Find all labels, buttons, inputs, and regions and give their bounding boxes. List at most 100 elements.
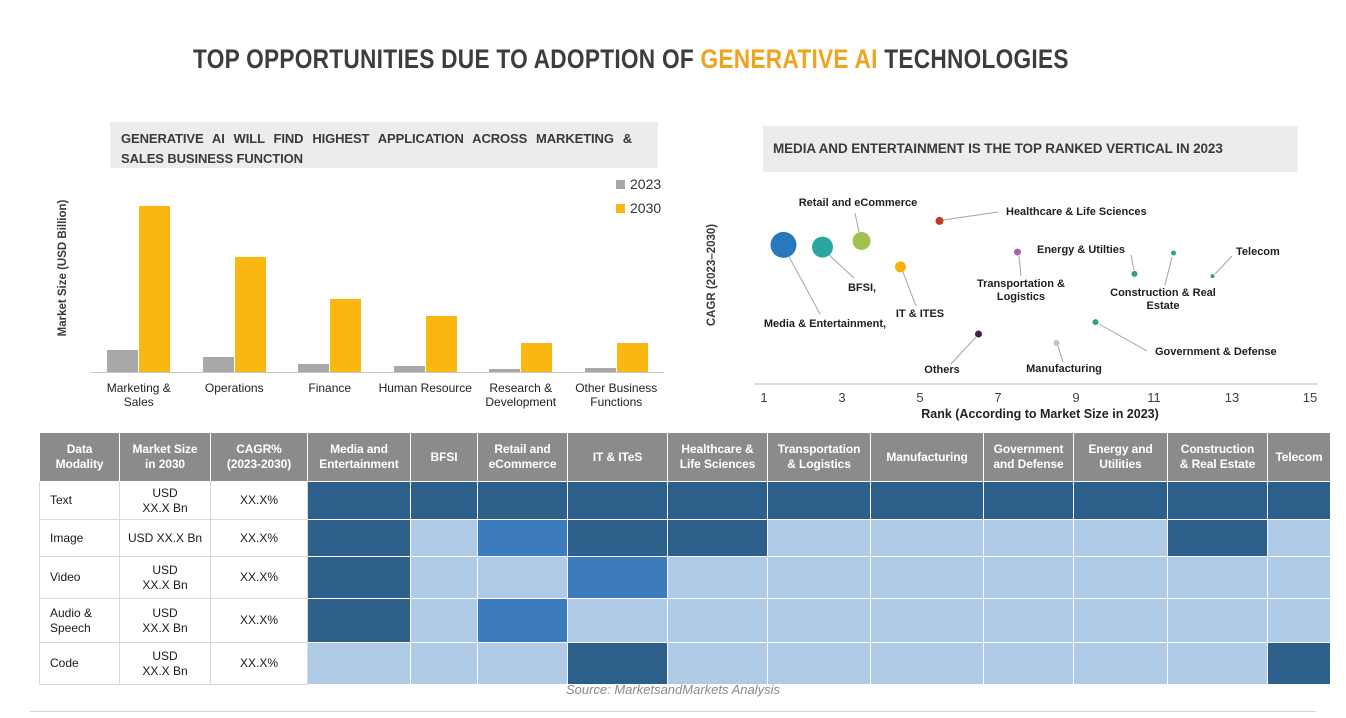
heatmap-cell: [1167, 519, 1268, 557]
source-text: Source: MarketsandMarkets Analysis: [565, 682, 781, 697]
legend-label-2023: 2023: [630, 176, 662, 192]
heatmap-cell: [1073, 556, 1168, 599]
bubble-label: Transportation & Logistics: [977, 278, 1065, 303]
leader-line: [854, 212, 860, 233]
page-title: TOP OPPORTUNITIES DUE TO ADOPTION OF GEN…: [193, 44, 1069, 75]
cagr-cell: XX.X%: [210, 598, 308, 643]
bar-y-axis-label: Market Size (USD Billion): [57, 199, 69, 337]
heatmap-cell: [1073, 519, 1168, 557]
bar-2023: [584, 367, 616, 372]
heatmap-cell: [567, 556, 668, 599]
heatmap-cell: [410, 598, 478, 643]
heatmap-cell: [307, 519, 411, 557]
heatmap-cell: [667, 519, 768, 557]
bar-category-label: Other Business Functions: [575, 381, 658, 410]
legend-swatch-2030: [616, 203, 625, 213]
bubble-manufacturing: [1053, 340, 1060, 347]
heatmap-cell: [477, 481, 568, 520]
heatmap-cell: [1267, 598, 1331, 643]
row-label-cell: Code: [39, 642, 120, 685]
heatmap-cell: [767, 642, 871, 685]
heatmap-cell: [1167, 556, 1268, 599]
leader-line: [1130, 254, 1135, 271]
bubble-label: Government & Defense: [1155, 346, 1277, 358]
table-header-cell: Retail and eCommerce: [477, 432, 568, 482]
bar-2023: [298, 363, 330, 372]
bar-2030: [616, 343, 648, 372]
heatmap-cell: [410, 519, 478, 557]
bar-category-label: Research & Development: [485, 381, 557, 410]
bubble-media-entertainment: [770, 231, 797, 258]
heatmap-cell: [1167, 481, 1268, 520]
bubble-label: Energy & Utilties: [1037, 244, 1125, 256]
table-row: Audio & Speech USD XX.X Bn XX.X%: [39, 598, 1331, 643]
bubble-construction-real-estate: [1171, 250, 1176, 256]
row-label-cell: Text: [39, 481, 120, 520]
leader-line: [942, 211, 999, 221]
cagr-cell: XX.X%: [210, 642, 308, 685]
title-highlight: GENERATIVE AI: [700, 44, 878, 74]
bar-category-label: Marketing & Sales: [106, 381, 171, 410]
cagr-cell: XX.X%: [210, 481, 308, 520]
bar-2030: [521, 342, 553, 372]
heatmap-cell: [307, 481, 411, 520]
market-size-cell: USD XX.X Bn: [119, 598, 211, 643]
heatmap-cell: [870, 481, 984, 520]
legend-item-2023: 2023: [616, 176, 661, 192]
x-tick-label: 7: [994, 390, 1001, 405]
table-row: Code USD XX.X Bn XX.X%: [39, 642, 1331, 685]
table-header-cell: Construction & Real Estate: [1167, 432, 1268, 482]
bubble-telecom: [1210, 274, 1215, 279]
table-row: Image USD XX.X Bn XX.X%: [39, 519, 1331, 557]
bar-group: Human Resource: [378, 196, 474, 395]
heatmap-cell: [567, 642, 668, 685]
heatmap-cell: [307, 642, 411, 685]
heatmap-cell: [767, 598, 871, 643]
heatmap-cell: [1267, 556, 1331, 599]
bubble-label: IT & ITES: [896, 308, 944, 320]
bubble-transportation-logistics: [1014, 248, 1021, 256]
bar-category-label: Human Resource: [378, 381, 472, 395]
bubble-retail-and-ecommerce: [852, 231, 871, 250]
table-row: Text USD XX.X Bn XX.X%: [39, 481, 1331, 520]
heatmap-cell: [983, 642, 1074, 685]
table-header-cell: Telecom: [1267, 432, 1331, 482]
heatmap-cell: [1073, 481, 1168, 520]
heatmap-cell: [983, 481, 1074, 520]
market-size-cell: USD XX.X Bn: [119, 519, 211, 557]
bubble-energy-utilties: [1131, 270, 1138, 277]
bubble-healthcare-life-sciences: [935, 216, 944, 225]
bar-group: Operations: [187, 196, 283, 395]
heatmap-cell: [477, 642, 568, 685]
heatmap-cell: [410, 556, 478, 599]
cagr-cell: XX.X%: [210, 556, 308, 599]
heatmap-cell: [870, 642, 984, 685]
x-tick-label: 1: [760, 390, 767, 405]
bubble-chart-title: MEDIA AND ENTERTAINMENT IS THE TOP RANKE…: [763, 126, 1298, 172]
bar-2023: [107, 350, 139, 372]
leader-line: [1164, 256, 1173, 286]
legend-swatch-2023: [616, 179, 625, 189]
bar-category-label: Finance: [308, 381, 352, 395]
table-header-cell: Data Modality: [39, 432, 120, 482]
bar-group: Research & Development: [473, 196, 569, 409]
bar-2030: [330, 298, 362, 372]
table-header-cell: Government and Defense: [983, 432, 1074, 482]
bubble-label: Construction & Real Estate: [1110, 287, 1216, 312]
heatmap-cell: [477, 598, 568, 643]
heatmap-cell: [870, 519, 984, 557]
bar-2023: [393, 365, 425, 372]
x-tick-label: 5: [916, 390, 923, 405]
bubble-label: Manufacturing: [1026, 363, 1102, 375]
bar-2030: [425, 316, 457, 372]
table-header-cell: Transportation & Logistics: [767, 432, 871, 482]
heatmap-cell: [870, 598, 984, 643]
table-header-cell: Market Size in 2030: [119, 432, 211, 482]
bubble-label: Media & Entertainment,: [764, 318, 886, 330]
heatmap-cell: [1073, 598, 1168, 643]
bottom-divider: [30, 711, 1316, 712]
table-row: Video USD XX.X Bn XX.X%: [39, 556, 1331, 599]
bubble-government-defense: [1092, 319, 1099, 326]
